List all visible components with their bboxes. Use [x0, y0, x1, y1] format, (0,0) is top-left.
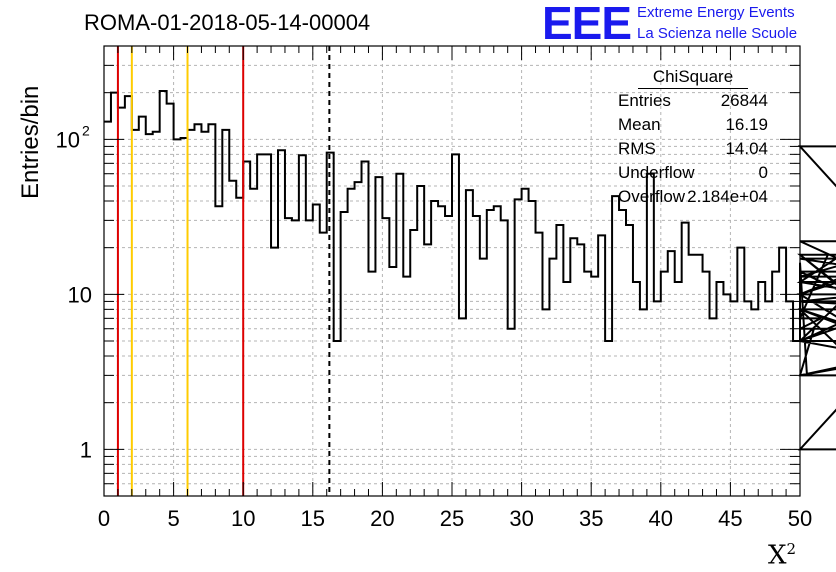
x-tick-label: 35 [579, 506, 603, 531]
x-tick-label: 50 [788, 506, 812, 531]
x-tick-label: 0 [98, 506, 110, 531]
x-tick-label: 30 [509, 506, 533, 531]
stats-row-mean: Mean 16.19 [618, 115, 768, 134]
x-tick-label: 15 [301, 506, 325, 531]
eee-logo: EEE [542, 0, 632, 49]
x-tick-label: 25 [440, 506, 464, 531]
x-axis-label: X2 [768, 540, 797, 571]
stats-row-underflow: Underflow 0 [618, 163, 768, 182]
x-tick-label: 5 [167, 506, 179, 531]
stats-title: ChiSquare [638, 67, 748, 89]
y-tick-label: 1 [80, 437, 92, 462]
x-tick-label: 10 [231, 506, 255, 531]
y-tick-label: 10 [68, 282, 92, 307]
stats-row-overflow: Overflow 2.184e+04 [618, 187, 768, 206]
stats-row-entries: Entries 26844 [618, 91, 768, 110]
x-tick-label: 40 [649, 506, 673, 531]
logo-line-2: La Scienza nelle Scuole [637, 25, 798, 42]
x-tick-label: 20 [370, 506, 394, 531]
y-tick-label-exponent: 2 [82, 122, 90, 138]
stats-row-rms: RMS 14.04 [618, 139, 768, 158]
x-tick-label: 45 [718, 506, 742, 531]
stats-box: ChiSquare Entries 26844 Mean 16.19 RMS 14.0… [610, 67, 774, 209]
page-title: ROMA-01-2018-05-14-00004 [84, 10, 371, 35]
y-tick-label: 10 [56, 127, 80, 152]
histogram-series [104, 89, 836, 451]
logo-line-1: Extreme Energy Events [637, 4, 795, 21]
y-axis-label: Entries/bin [17, 85, 44, 199]
